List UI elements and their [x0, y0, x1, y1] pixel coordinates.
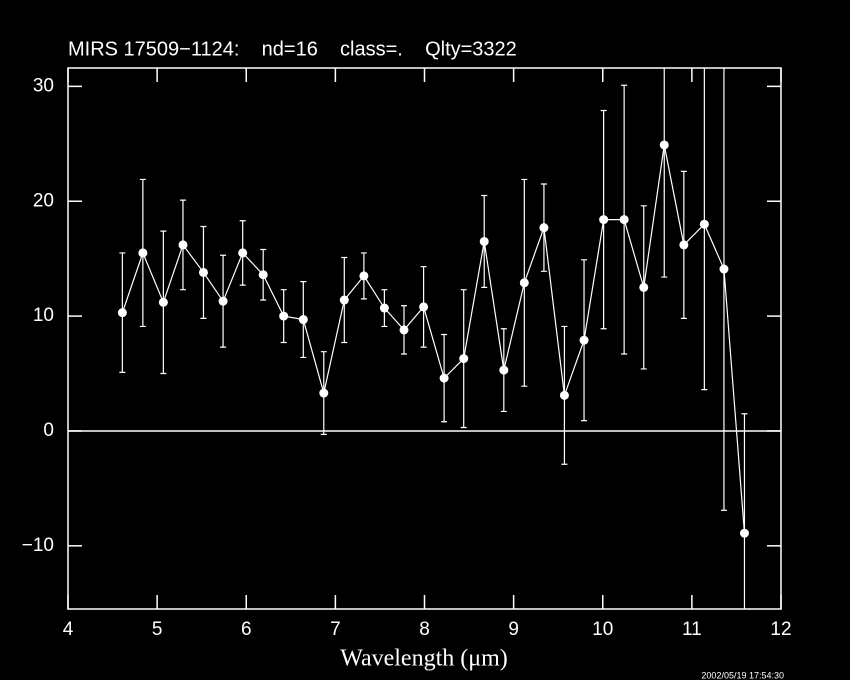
timestamp: 2002/05/19 17:54:30	[701, 670, 784, 680]
data-point	[659, 140, 669, 150]
y-tick-label: 30	[33, 75, 54, 96]
data-layer	[117, 68, 749, 609]
data-point	[319, 388, 329, 398]
data-point	[539, 223, 549, 233]
data-point	[178, 240, 188, 250]
data-point	[739, 528, 749, 538]
x-tick-label: 11	[682, 619, 702, 640]
data-point	[479, 236, 489, 246]
x-tick-label: 12	[770, 619, 791, 640]
y-tick-label: −10	[22, 535, 54, 556]
data-point	[279, 311, 289, 321]
data-point	[619, 215, 629, 225]
x-tick-label: 5	[152, 619, 163, 640]
data-point	[499, 365, 509, 375]
data-point	[419, 302, 429, 312]
y-tick-label: 20	[33, 190, 54, 211]
x-axis-label: Wavelength (μm)	[340, 646, 508, 672]
data-point	[399, 325, 409, 335]
data-point	[519, 278, 529, 288]
x-tick-label: 7	[330, 619, 341, 640]
data-point	[198, 267, 208, 277]
data-point	[138, 248, 148, 258]
data-point	[298, 315, 308, 325]
x-tick-label: 9	[508, 619, 519, 640]
data-point	[339, 295, 349, 305]
data-point	[699, 219, 709, 229]
plot-frame	[67, 67, 782, 610]
data-point	[359, 271, 369, 281]
x-tick-label: 6	[241, 619, 252, 640]
data-point	[579, 335, 589, 345]
data-point	[459, 354, 469, 364]
data-point	[439, 373, 449, 383]
data-point	[639, 282, 649, 292]
data-point	[559, 390, 569, 400]
data-point	[599, 215, 609, 225]
chart-title: MIRS 17509−1124: nd=16 class=. Qlty=3322	[68, 38, 517, 60]
x-tick-label: 10	[592, 619, 613, 640]
data-point	[238, 248, 248, 258]
data-point	[158, 297, 168, 307]
data-point	[258, 270, 268, 280]
x-tick-label: 8	[419, 619, 430, 640]
data-point	[719, 264, 729, 274]
data-point	[379, 303, 389, 313]
data-line	[121, 144, 746, 534]
data-point	[218, 296, 228, 306]
x-tick-label: 4	[63, 619, 74, 640]
data-point	[679, 240, 689, 250]
data-point	[117, 308, 127, 318]
y-tick-label: 0	[43, 420, 54, 441]
y-tick-label: 10	[33, 305, 54, 326]
